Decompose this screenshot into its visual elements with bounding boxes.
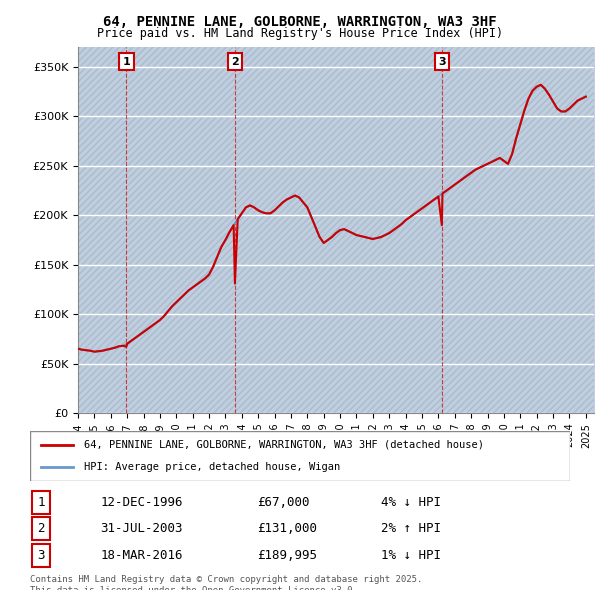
Text: 64, PENNINE LANE, GOLBORNE, WARRINGTON, WA3 3HF (detached house): 64, PENNINE LANE, GOLBORNE, WARRINGTON, …	[84, 440, 484, 450]
Text: Price paid vs. HM Land Registry's House Price Index (HPI): Price paid vs. HM Land Registry's House …	[97, 27, 503, 40]
Text: 64, PENNINE LANE, GOLBORNE, WARRINGTON, WA3 3HF: 64, PENNINE LANE, GOLBORNE, WARRINGTON, …	[103, 15, 497, 29]
Text: £131,000: £131,000	[257, 523, 317, 536]
Text: 18-MAR-2016: 18-MAR-2016	[100, 549, 182, 562]
Text: 1: 1	[37, 496, 44, 509]
Text: 1% ↓ HPI: 1% ↓ HPI	[381, 549, 441, 562]
Text: 2: 2	[37, 523, 44, 536]
Text: 3: 3	[438, 57, 446, 67]
Text: £67,000: £67,000	[257, 496, 310, 509]
Text: £189,995: £189,995	[257, 549, 317, 562]
Text: 31-JUL-2003: 31-JUL-2003	[100, 523, 182, 536]
Text: 2: 2	[231, 57, 239, 67]
Text: HPI: Average price, detached house, Wigan: HPI: Average price, detached house, Wiga…	[84, 462, 340, 472]
Text: 1: 1	[122, 57, 130, 67]
Text: 2% ↑ HPI: 2% ↑ HPI	[381, 523, 441, 536]
Text: Contains HM Land Registry data © Crown copyright and database right 2025.
This d: Contains HM Land Registry data © Crown c…	[30, 575, 422, 590]
Text: 4% ↓ HPI: 4% ↓ HPI	[381, 496, 441, 509]
FancyBboxPatch shape	[30, 431, 570, 481]
Text: 3: 3	[37, 549, 44, 562]
Text: 12-DEC-1996: 12-DEC-1996	[100, 496, 182, 509]
